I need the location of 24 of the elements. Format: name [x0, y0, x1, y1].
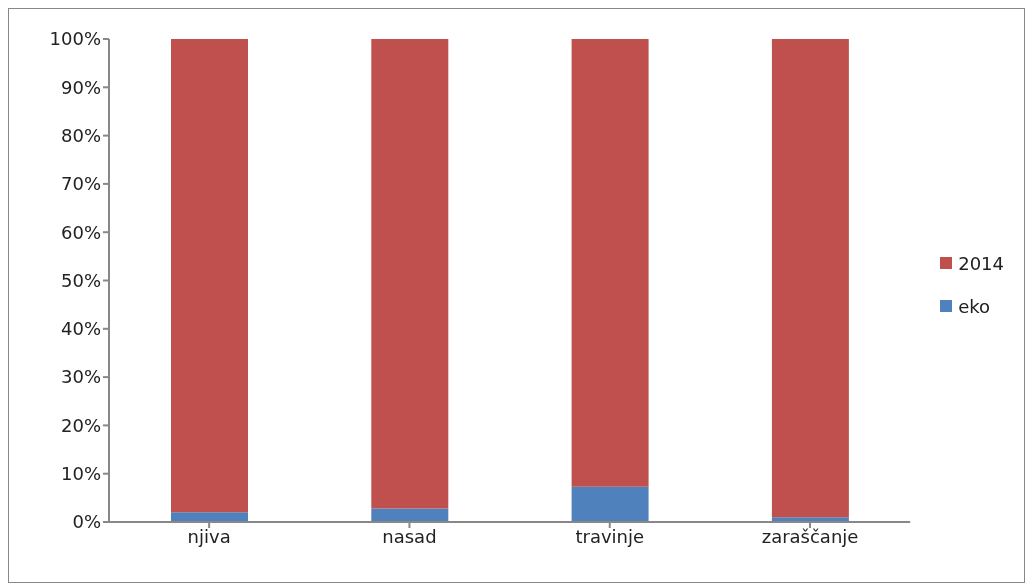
bar [371, 508, 449, 522]
x-tick-label: njiva [187, 525, 231, 547]
bar [171, 512, 248, 522]
x-tick-label: travinje [575, 525, 645, 547]
y-tick-label: 100% [49, 28, 101, 50]
legend-label: eko [958, 295, 991, 317]
y-tick-label: 10% [60, 463, 101, 485]
y-tick-label: 70% [60, 173, 101, 195]
legend-label: 2014 [958, 252, 1004, 274]
bar [171, 39, 248, 513]
y-tick-label: 0% [72, 511, 101, 533]
bar [771, 39, 849, 518]
y-tick-label: 60% [60, 221, 101, 243]
bar [571, 486, 649, 522]
y-tick-label: 50% [60, 269, 101, 291]
y-tick-label: 90% [60, 76, 101, 98]
x-tick-label: nasad [382, 525, 437, 547]
y-tick-label: 40% [60, 318, 101, 340]
x-tick-label: zaraščanje [761, 525, 859, 547]
y-tick-label: 80% [60, 124, 101, 146]
bar [571, 39, 649, 487]
bar [371, 39, 449, 509]
y-tick-label: 30% [60, 366, 101, 388]
y-tick-label: 20% [60, 414, 101, 436]
